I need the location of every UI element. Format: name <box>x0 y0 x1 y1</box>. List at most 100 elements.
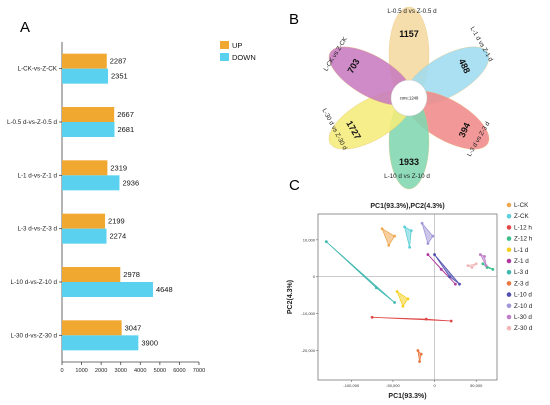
sample-point <box>466 264 470 268</box>
legend-label: L-12 h <box>514 224 532 231</box>
group-hull-l-ck <box>381 227 396 247</box>
bar-value-label: 2199 <box>108 217 125 226</box>
legend-marker <box>506 281 512 286</box>
x-tick-label: 0 <box>433 383 436 388</box>
sample-point <box>403 225 406 229</box>
bar-value-label: 2667 <box>117 110 134 119</box>
sample-point <box>424 317 428 321</box>
sample-point <box>418 360 421 363</box>
sample-point <box>374 286 378 290</box>
bar-up <box>62 53 107 69</box>
legend-label: Z-10 d <box>514 303 533 310</box>
sample-point <box>416 349 420 352</box>
group-hull-l-30-d <box>479 253 487 266</box>
sample-point <box>419 352 423 356</box>
category-label: L-3 d-vs-Z-3 d <box>17 226 57 233</box>
group-hull-z-3-d <box>417 349 422 362</box>
petal-name: L-0.5 d vs Z-0.5 d <box>387 8 437 15</box>
legend-marker <box>506 213 512 219</box>
sample-point <box>431 234 435 238</box>
sample-point <box>426 242 430 245</box>
legend-marker <box>506 292 512 297</box>
bar-down <box>62 335 139 351</box>
group-hull-z-30-d <box>466 263 478 268</box>
bar-down <box>62 122 115 137</box>
bar-down <box>62 228 107 244</box>
legend-label: Z-3 d <box>514 280 529 287</box>
category-label: L-0.5 d-vs-Z-0.5 d <box>7 119 58 126</box>
petal-count: 1933 <box>399 157 419 167</box>
legend-label: Z-CK <box>514 213 529 220</box>
category-label: L-10 d-vs-Z-10 d <box>10 279 57 286</box>
y-tick-label: 0 <box>313 274 316 279</box>
bar-value-label: 3900 <box>141 338 158 347</box>
x-tick-label: 7000 <box>193 368 205 374</box>
x-tick-label: -100,000 <box>343 383 360 388</box>
category-label: L-CK-vs-Z-CK <box>17 66 57 73</box>
bar-value-label: 4648 <box>156 285 173 294</box>
panel-a-bar-chart: L-CK-vs-Z-CK 2287 2351 L-0.5 d-vs-Z-0.5 d 26… <box>7 41 256 374</box>
bar-down <box>62 68 109 84</box>
sample-point <box>491 267 495 271</box>
legend-label: L-30 d <box>514 314 532 321</box>
sample-point <box>433 253 436 256</box>
bar-value-label: 2978 <box>123 270 140 279</box>
panel-label-c: C <box>289 177 300 194</box>
x-tick-label: 2000 <box>95 368 107 374</box>
y-tick-label: 10,000 <box>303 237 316 242</box>
sample-point <box>393 234 396 238</box>
legend-swatch-up <box>220 41 229 49</box>
bar-up <box>62 213 106 229</box>
legend-label: L-1 d <box>514 247 529 254</box>
bar-value-label: 2351 <box>111 72 128 81</box>
legend-marker <box>506 303 512 309</box>
legend-label: Z-30 d <box>514 325 533 332</box>
legend-marker <box>506 202 512 208</box>
y-tick-label: -10,000 <box>301 311 315 316</box>
sample-point <box>484 264 488 268</box>
x-tick-label: 4000 <box>134 368 146 374</box>
sample-point <box>449 319 453 323</box>
sample-point <box>439 267 443 271</box>
group-hull-l-10-d <box>434 254 460 285</box>
group-hull-l-3-d <box>326 241 395 303</box>
petal-count: 1157 <box>399 29 419 39</box>
category-label: L-1 d-vs-Z-1 d <box>17 172 57 179</box>
sample-point <box>426 253 430 256</box>
legend-marker <box>506 325 512 331</box>
pca-xlabel: PC1(93.3%) <box>388 393 426 400</box>
x-tick-label: 50,000 <box>470 383 483 388</box>
pca-ylabel: PC2(4.3%) <box>287 280 294 314</box>
sample-point <box>370 315 374 319</box>
sample-point <box>408 245 411 249</box>
sample-point <box>448 275 451 279</box>
bar-value-label: 3047 <box>125 323 142 332</box>
x-tick-label: 3000 <box>114 368 126 374</box>
category-label: L-30 d-vs-Z-30 d <box>10 332 57 339</box>
sample-point <box>458 282 461 286</box>
sample-point <box>387 243 391 247</box>
sample-point <box>324 240 328 244</box>
legend-label: L-10 d <box>514 292 532 299</box>
panel-c-pca-plot: PC1(93.3%),PC2(4.3%) PC1(93.3%) PC2(4.3%) -… <box>287 202 533 400</box>
legend-marker <box>506 225 512 230</box>
legend-marker <box>506 269 512 275</box>
sample-point <box>380 227 384 231</box>
legend-label: DOWN <box>232 53 256 62</box>
group-hull-z-ck <box>403 226 412 248</box>
x-tick-label: 6000 <box>173 368 185 374</box>
group-hull-l-1-d <box>396 290 409 308</box>
venn-core-circle <box>390 79 428 117</box>
venn-core-label: core:1249 <box>400 96 419 101</box>
legend-marker <box>506 236 512 241</box>
legend-label: L-3 d <box>514 269 529 276</box>
sample-point <box>481 262 485 266</box>
bar-value-label: 2274 <box>110 232 127 241</box>
bar-down <box>62 282 153 297</box>
petal-name: L-10 d vs Z-10 d <box>384 173 430 180</box>
y-tick-label: -20,000 <box>301 348 315 353</box>
x-tick-label: -50,000 <box>386 383 400 388</box>
sample-point <box>453 282 457 286</box>
